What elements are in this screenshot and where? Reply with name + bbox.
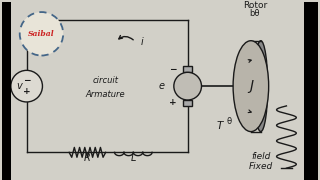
Text: Armature: Armature bbox=[86, 90, 125, 99]
Text: circuit: circuit bbox=[93, 76, 119, 85]
Text: Fixed: Fixed bbox=[249, 162, 273, 171]
Text: −: − bbox=[169, 65, 177, 74]
Text: T: T bbox=[216, 121, 222, 131]
Bar bbox=[2, 2, 11, 180]
Text: Saibal: Saibal bbox=[28, 30, 55, 38]
Ellipse shape bbox=[254, 41, 268, 132]
Text: bθ̇: bθ̇ bbox=[250, 9, 260, 18]
Text: +: + bbox=[23, 87, 30, 96]
Text: L: L bbox=[131, 153, 136, 163]
FancyArrowPatch shape bbox=[119, 35, 133, 40]
Circle shape bbox=[20, 12, 63, 56]
FancyArrowPatch shape bbox=[248, 110, 251, 113]
Ellipse shape bbox=[233, 41, 269, 132]
Bar bbox=[183, 66, 192, 72]
FancyArrowPatch shape bbox=[248, 60, 251, 62]
Bar bbox=[183, 100, 192, 106]
Text: θ: θ bbox=[227, 117, 232, 126]
Bar bbox=[304, 2, 318, 180]
Text: J: J bbox=[249, 79, 253, 93]
Text: Rotor: Rotor bbox=[243, 1, 267, 10]
Text: i: i bbox=[140, 37, 143, 47]
Circle shape bbox=[11, 70, 43, 102]
Text: +: + bbox=[169, 98, 177, 107]
Text: e: e bbox=[159, 81, 165, 91]
Text: v: v bbox=[16, 81, 22, 91]
Text: −: − bbox=[23, 76, 30, 85]
Circle shape bbox=[174, 72, 202, 100]
Text: field: field bbox=[251, 152, 270, 161]
Text: R: R bbox=[84, 153, 91, 163]
